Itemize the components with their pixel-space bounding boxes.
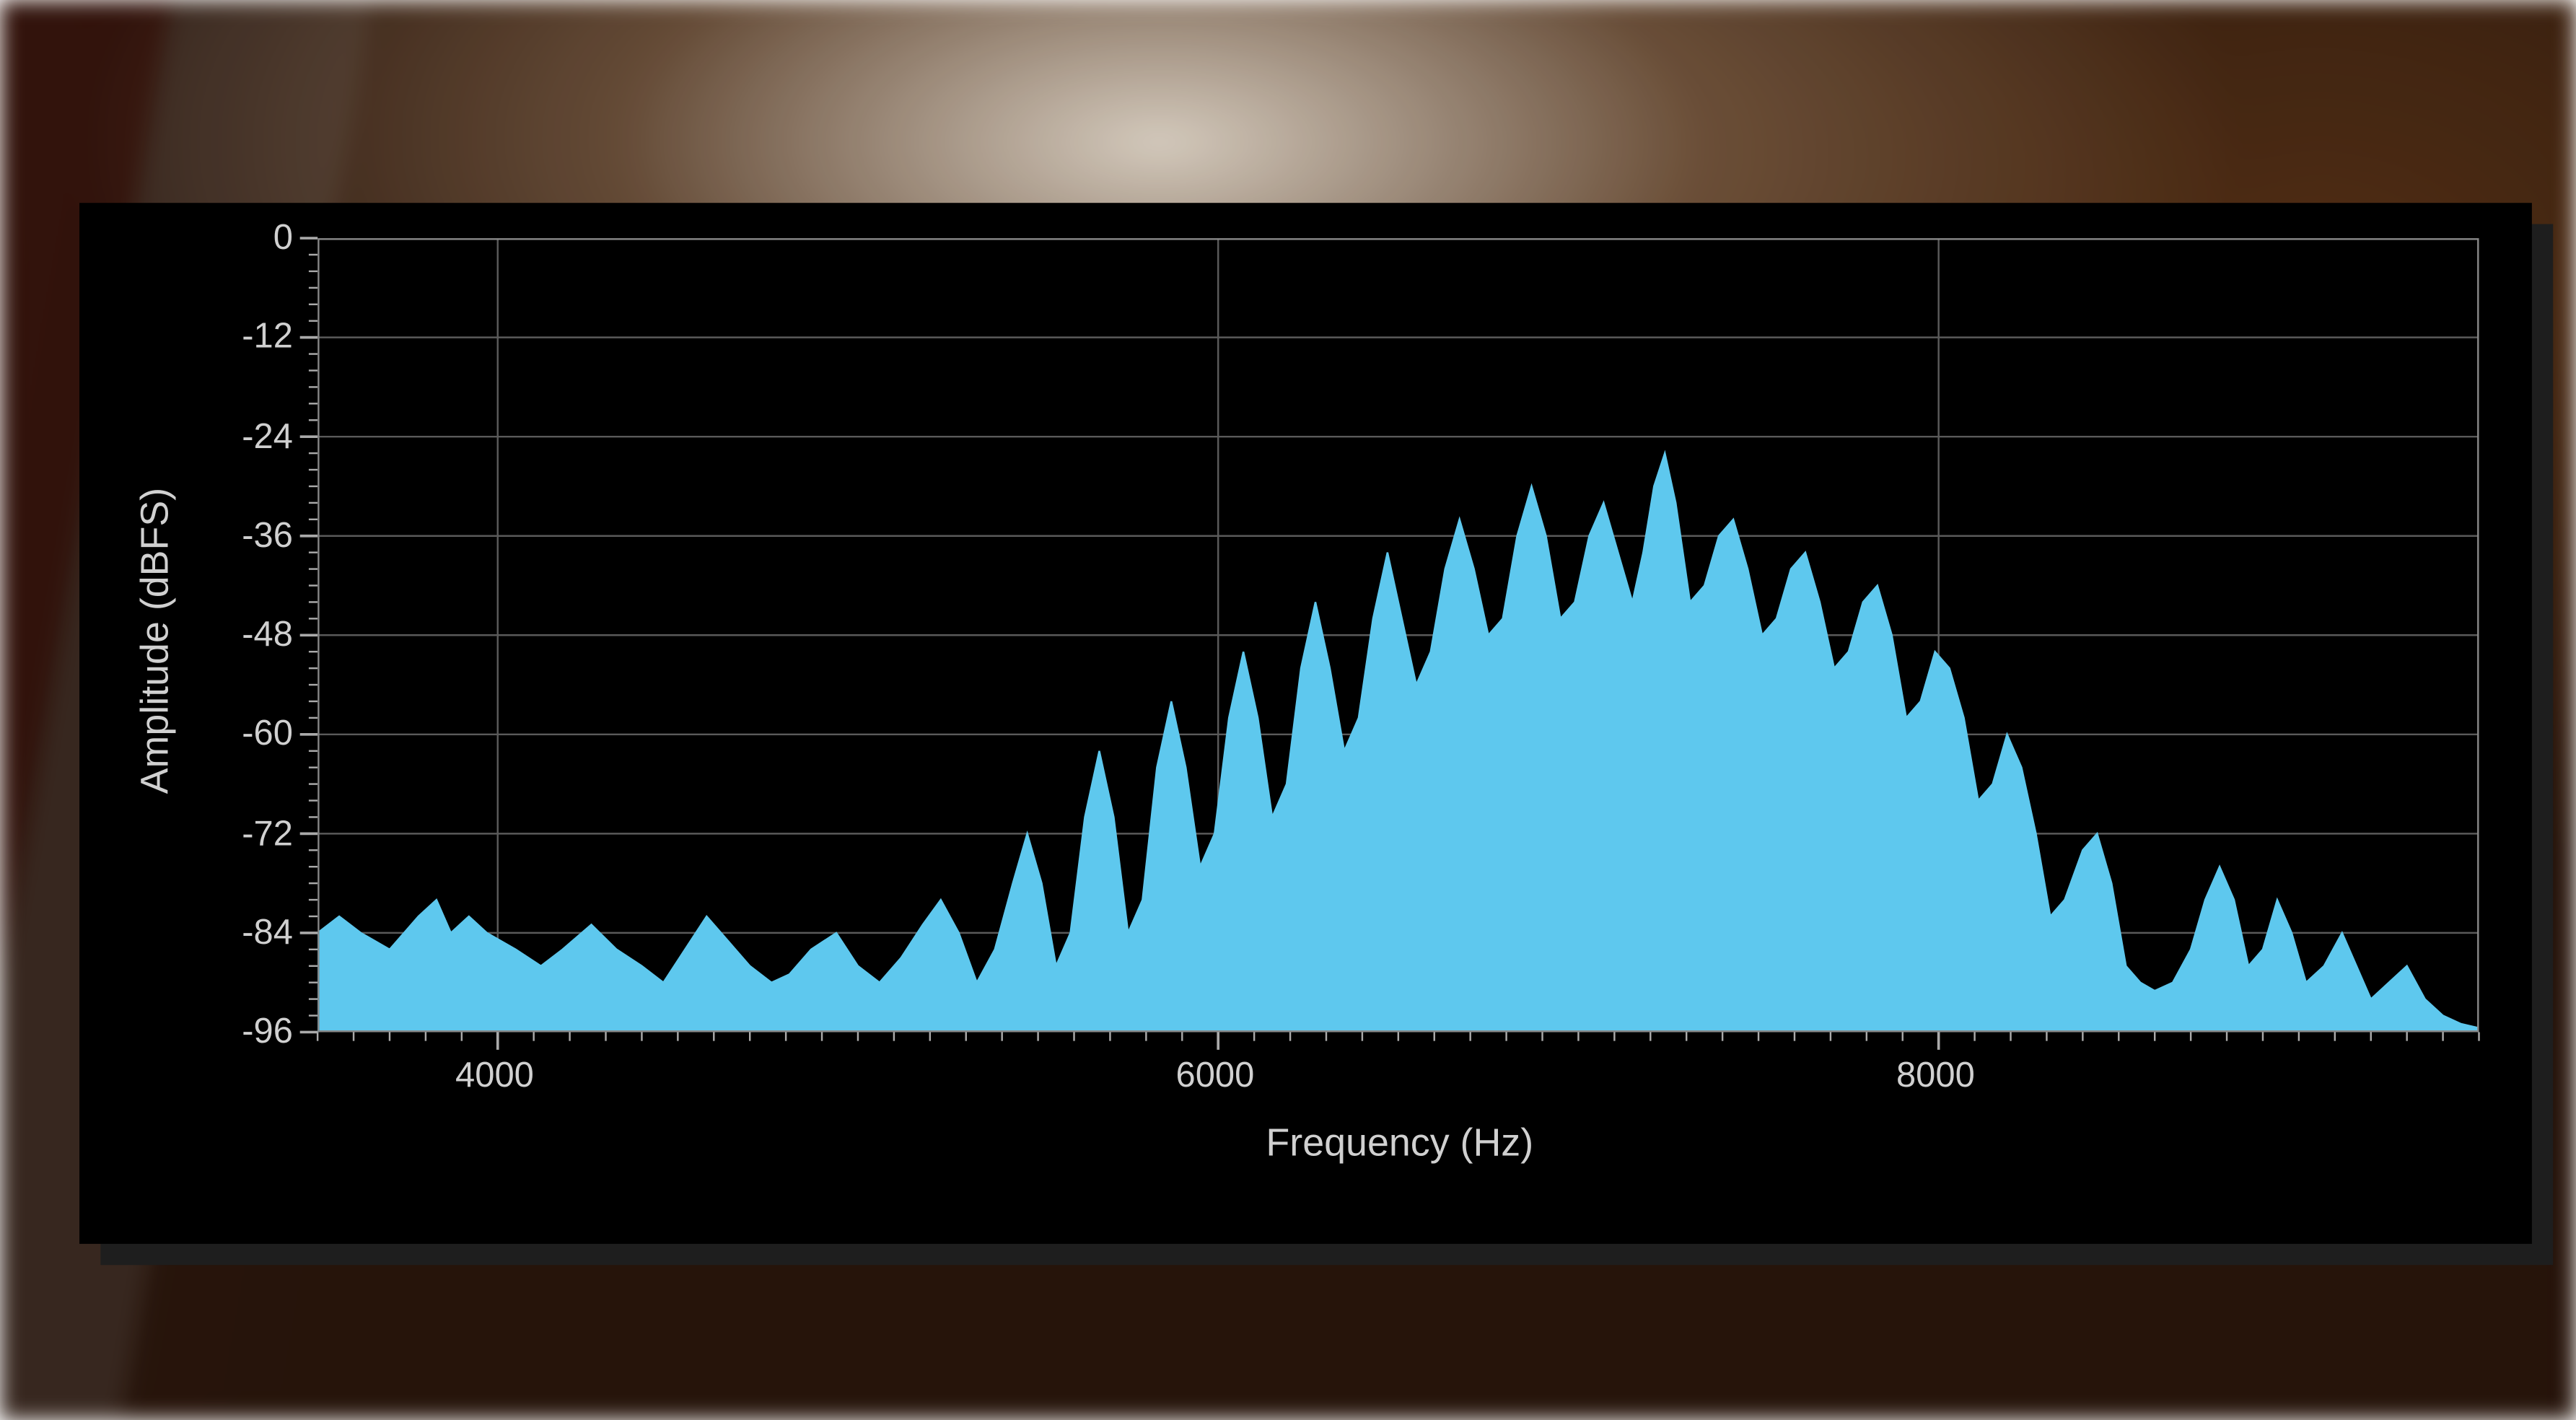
y-tick-label: -24: [242, 417, 293, 457]
y-tick-label: -60: [242, 715, 293, 755]
x-tick-label: 4000: [455, 1057, 534, 1097]
x-tick-label: 6000: [1176, 1057, 1255, 1097]
y-tick-label: -48: [242, 615, 293, 656]
y-tick-label: -36: [242, 517, 293, 557]
y-axis-title: Amplitude (dBFS): [132, 488, 178, 794]
y-tick-label: -12: [242, 318, 293, 359]
plot-area: [317, 238, 2479, 1032]
x-tick-label: 8000: [1896, 1057, 1975, 1097]
y-tick-label: -72: [242, 814, 293, 854]
y-tick-label: 0: [273, 219, 293, 259]
y-tick-label: -84: [242, 913, 293, 954]
x-axis-title: Frequency (Hz): [1266, 1121, 1533, 1167]
spectrum-svg: [317, 238, 2479, 1032]
y-tick-label: -96: [242, 1013, 293, 1053]
